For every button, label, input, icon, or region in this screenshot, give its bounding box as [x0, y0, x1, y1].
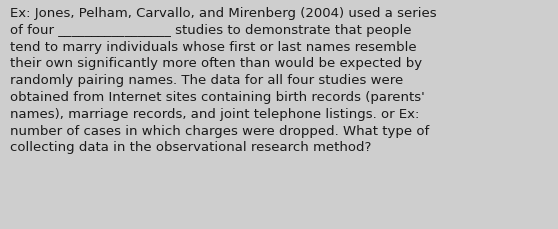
Text: Ex: Jones, Pelham, Carvallo, and Mirenberg (2004) used a series
of four ________: Ex: Jones, Pelham, Carvallo, and Mirenbe… [10, 7, 437, 154]
